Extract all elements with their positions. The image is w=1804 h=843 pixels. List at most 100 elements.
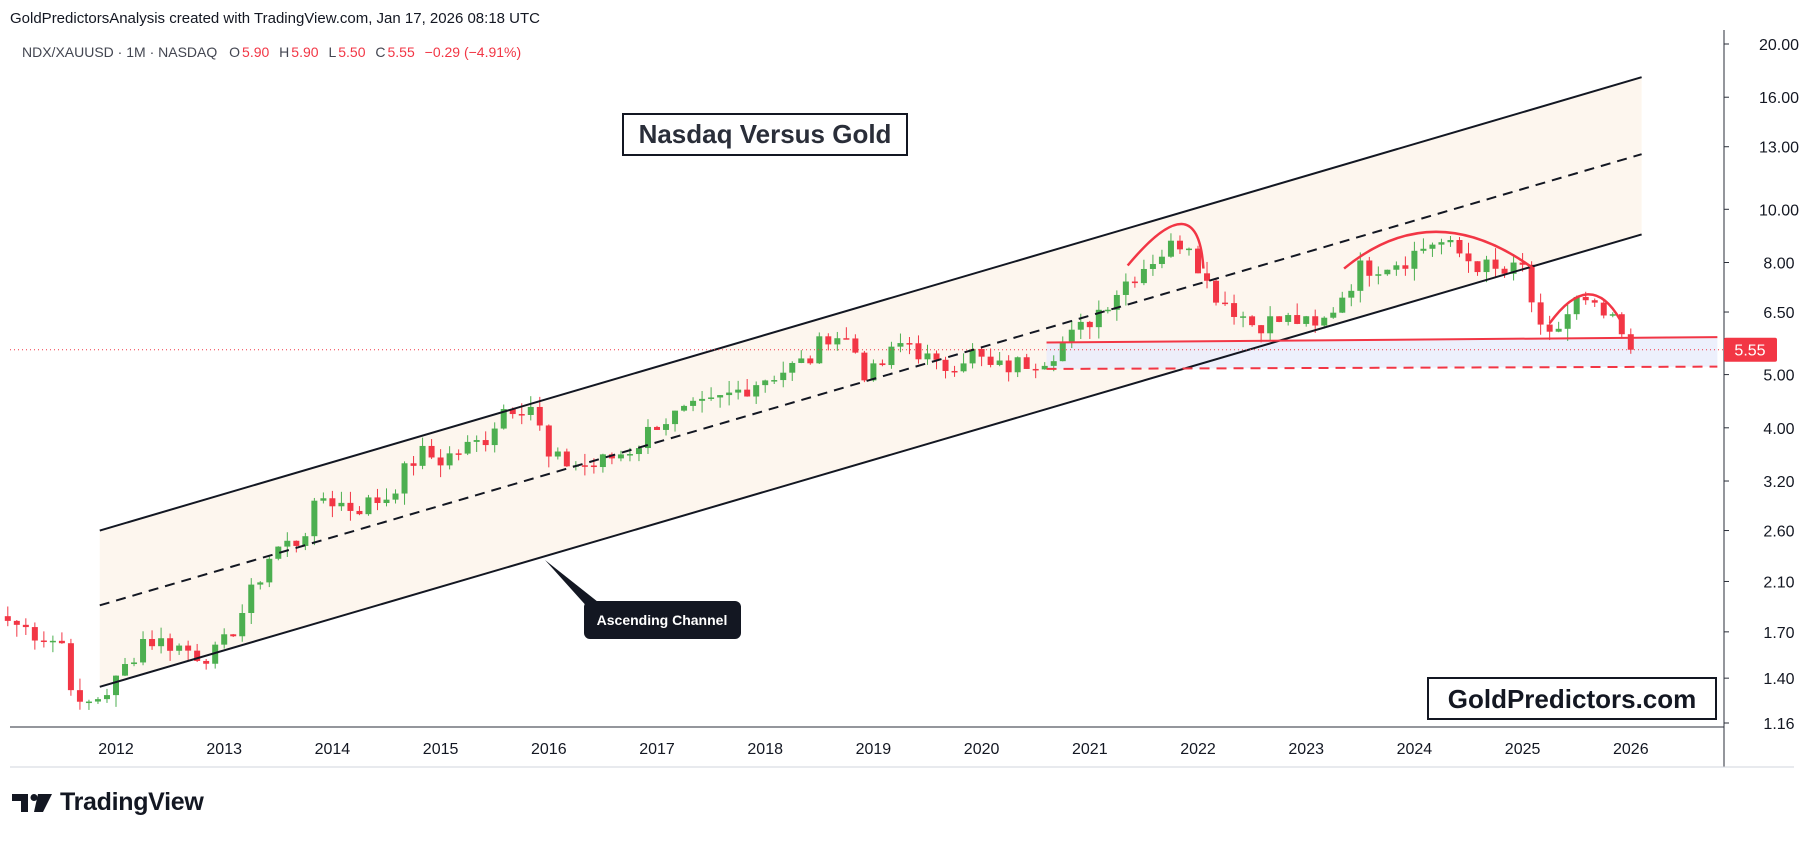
- candle-body: [554, 451, 561, 457]
- candle: [987, 348, 994, 368]
- candle: [644, 419, 651, 454]
- candle-body: [383, 499, 390, 504]
- candle: [302, 532, 309, 551]
- channel-fill-layer: [99, 77, 1718, 687]
- candle: [816, 332, 823, 364]
- open-value: 5.90: [242, 44, 270, 60]
- candle: [1474, 261, 1481, 276]
- x-tick-label: 2017: [639, 741, 675, 758]
- drawings-layer: [10, 76, 1724, 688]
- candle-body: [1555, 328, 1562, 332]
- candle: [239, 604, 246, 642]
- candle-body: [149, 639, 156, 647]
- high-label: H: [279, 44, 290, 60]
- callout-text: Ascending Channel: [597, 612, 728, 628]
- y-tick-label: 10.00: [1759, 202, 1799, 219]
- candle: [1005, 355, 1012, 382]
- candle: [275, 546, 282, 561]
- candle-body: [753, 385, 760, 397]
- candle: [807, 355, 814, 365]
- candle: [22, 618, 29, 635]
- candle-body: [1312, 316, 1319, 326]
- candle: [942, 356, 949, 379]
- candle: [40, 631, 47, 648]
- candle: [1149, 254, 1156, 276]
- candle: [1032, 363, 1039, 379]
- channel-mid-line: [99, 153, 1642, 607]
- candle-body: [1474, 261, 1481, 273]
- candle: [500, 404, 507, 430]
- candle: [1528, 261, 1535, 313]
- candle-body: [1465, 253, 1472, 262]
- y-tick-label: 13.00: [1759, 140, 1799, 157]
- attribution-text: GoldPredictorsAnalysis created with Trad…: [10, 10, 540, 27]
- candle: [428, 439, 435, 460]
- candle-body: [158, 638, 165, 647]
- callout-box: [584, 601, 741, 639]
- candle-body: [924, 353, 931, 360]
- candle: [798, 350, 805, 364]
- candle-body: [1573, 296, 1580, 315]
- x-tick-label: 2012: [98, 741, 134, 758]
- x-tick-label: 2025: [1505, 741, 1541, 758]
- rounding-top-arc: [1548, 293, 1622, 325]
- candle-body: [1447, 240, 1454, 243]
- candle-body: [338, 502, 345, 507]
- candle-body: [4, 616, 11, 621]
- candle: [58, 632, 65, 644]
- candle-body: [401, 463, 408, 494]
- candle-body: [672, 410, 679, 425]
- candle-body: [122, 664, 129, 676]
- candle-body: [1240, 316, 1247, 318]
- candle-body: [1429, 244, 1436, 249]
- chart-title: Nasdaq Versus Gold: [639, 119, 892, 149]
- candle: [1501, 266, 1508, 278]
- candle-body: [527, 406, 534, 415]
- candle-body: [1456, 240, 1463, 254]
- candle-body: [590, 465, 597, 468]
- candle-body: [284, 540, 291, 547]
- candle: [94, 697, 101, 704]
- candle-body: [140, 639, 147, 663]
- x-tick-label: 2015: [423, 741, 459, 758]
- candle-body: [320, 498, 327, 501]
- candle: [31, 622, 38, 650]
- candle: [554, 447, 561, 460]
- y-tick-label: 3.20: [1763, 474, 1794, 491]
- candle-body: [834, 338, 841, 345]
- candle: [852, 334, 859, 354]
- candle-body: [266, 558, 273, 583]
- candle: [1267, 306, 1274, 342]
- candle: [1140, 259, 1147, 286]
- callout-pointer: [545, 560, 598, 610]
- tradingview-logo[interactable]: TradingView: [12, 788, 204, 817]
- candle: [473, 435, 480, 452]
- candle: [1537, 293, 1544, 335]
- candle-body: [1104, 309, 1111, 312]
- candle: [85, 699, 92, 710]
- candle-body: [1285, 315, 1292, 322]
- candle: [410, 456, 417, 476]
- candle-body: [482, 440, 489, 446]
- candle: [1447, 235, 1454, 247]
- candle-body: [1077, 321, 1084, 330]
- title-box: [622, 113, 908, 156]
- candle: [951, 365, 958, 377]
- y-tick-label: 4.00: [1763, 421, 1794, 438]
- candle-body: [1411, 250, 1418, 269]
- candle: [1492, 248, 1499, 278]
- candle: [771, 375, 778, 384]
- candle-body: [1402, 265, 1409, 269]
- candle: [1357, 252, 1364, 303]
- candle-body: [356, 510, 363, 515]
- candle-body: [1438, 242, 1445, 245]
- candle: [464, 435, 471, 456]
- candle: [1402, 256, 1409, 276]
- candle-body: [1420, 248, 1427, 251]
- candle: [1041, 362, 1048, 370]
- candle-body: [1113, 294, 1120, 310]
- candle: [446, 446, 453, 470]
- candle-body: [536, 406, 543, 426]
- candle-body: [644, 426, 651, 449]
- candle-body: [446, 453, 453, 466]
